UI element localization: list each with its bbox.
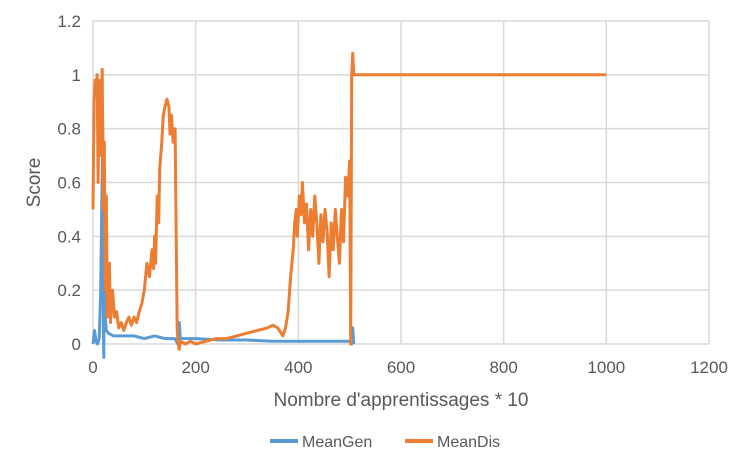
y-tick-label-0: 0 (72, 335, 81, 354)
legend-label-meangen: MeanGen (302, 434, 372, 451)
y-axis-title: Score (24, 158, 45, 208)
x-tick-label-1: 200 (181, 358, 209, 377)
legend-label-meandis: MeanDis (437, 434, 500, 451)
series-line-meangen (91, 127, 356, 359)
x-tick-labels: 0 200 400 600 800 1000 1200 (88, 358, 728, 377)
x-tick-label-3: 600 (387, 358, 415, 377)
legend: MeanGen MeanDis (270, 434, 500, 451)
y-tick-labels: 0 0.2 0.4 0.6 0.8 1 1.2 (57, 12, 81, 354)
x-tick-label-6: 1200 (690, 358, 728, 377)
x-tick-label-5: 1000 (587, 358, 625, 377)
series-line-meandis (91, 51, 607, 351)
x-axis-title: Nombre d'apprentissages * 10 (274, 390, 529, 411)
y-tick-label-6: 1.2 (57, 12, 81, 31)
y-tick-label-2: 0.4 (57, 227, 81, 246)
series-lines (91, 51, 607, 359)
y-tick-label-3: 0.6 (57, 174, 81, 193)
x-tick-label-2: 400 (284, 358, 312, 377)
y-tick-label-4: 0.8 (57, 120, 81, 139)
y-tick-label-1: 0.2 (57, 281, 81, 300)
y-tick-label-5: 1 (72, 66, 81, 85)
x-tick-label-0: 0 (88, 358, 97, 377)
gridlines (92, 20, 710, 345)
x-tick-label-4: 800 (489, 358, 517, 377)
